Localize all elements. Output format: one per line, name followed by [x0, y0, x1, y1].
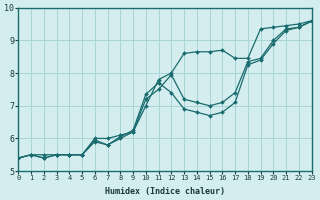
X-axis label: Humidex (Indice chaleur): Humidex (Indice chaleur): [105, 187, 225, 196]
